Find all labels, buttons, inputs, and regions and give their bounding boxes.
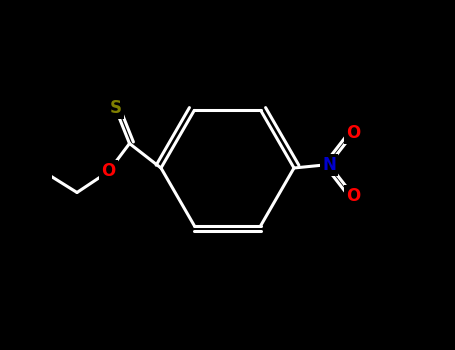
Text: O: O [346,187,361,205]
Text: N: N [322,155,336,174]
Text: O: O [101,162,116,181]
Text: O: O [346,124,361,142]
Text: S: S [110,99,121,118]
